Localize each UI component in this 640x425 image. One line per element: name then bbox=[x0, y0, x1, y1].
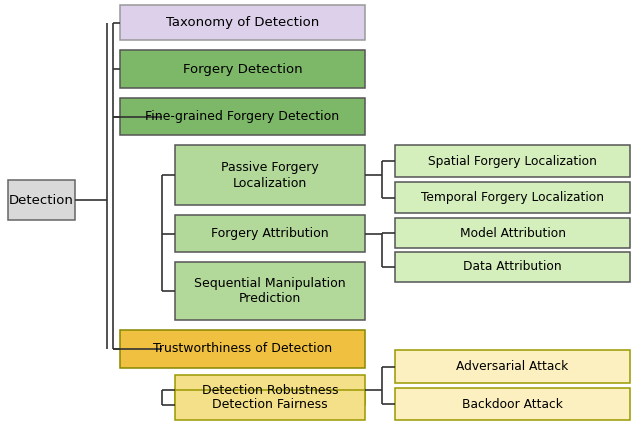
Text: Detection Robustness: Detection Robustness bbox=[202, 383, 339, 397]
FancyBboxPatch shape bbox=[395, 218, 630, 248]
Text: Taxonomy of Detection: Taxonomy of Detection bbox=[166, 16, 319, 29]
FancyBboxPatch shape bbox=[120, 330, 365, 368]
FancyBboxPatch shape bbox=[175, 375, 365, 405]
Text: Spatial Forgery Localization: Spatial Forgery Localization bbox=[428, 155, 597, 167]
FancyBboxPatch shape bbox=[395, 350, 630, 383]
Text: Fine-grained Forgery Detection: Fine-grained Forgery Detection bbox=[145, 110, 340, 123]
Text: Forgery Detection: Forgery Detection bbox=[182, 62, 302, 76]
Text: Detection Fairness: Detection Fairness bbox=[212, 399, 328, 411]
FancyBboxPatch shape bbox=[395, 145, 630, 177]
FancyBboxPatch shape bbox=[395, 182, 630, 213]
Text: Forgery Attribution: Forgery Attribution bbox=[211, 227, 329, 240]
FancyBboxPatch shape bbox=[395, 252, 630, 282]
FancyBboxPatch shape bbox=[175, 145, 365, 205]
FancyBboxPatch shape bbox=[120, 50, 365, 88]
Text: Passive Forgery
Localization: Passive Forgery Localization bbox=[221, 161, 319, 190]
FancyBboxPatch shape bbox=[395, 388, 630, 420]
Text: Backdoor Attack: Backdoor Attack bbox=[462, 397, 563, 411]
Text: Trustworthiness of Detection: Trustworthiness of Detection bbox=[153, 343, 332, 355]
Text: Detection: Detection bbox=[9, 193, 74, 207]
Text: Temporal Forgery Localization: Temporal Forgery Localization bbox=[421, 191, 604, 204]
Text: Sequential Manipulation
Prediction: Sequential Manipulation Prediction bbox=[194, 277, 346, 306]
FancyBboxPatch shape bbox=[175, 262, 365, 320]
FancyBboxPatch shape bbox=[175, 390, 365, 420]
FancyBboxPatch shape bbox=[175, 215, 365, 252]
FancyBboxPatch shape bbox=[120, 98, 365, 135]
FancyBboxPatch shape bbox=[8, 180, 75, 220]
FancyBboxPatch shape bbox=[120, 5, 365, 40]
Text: Adversarial Attack: Adversarial Attack bbox=[456, 360, 568, 373]
Text: Data Attribution: Data Attribution bbox=[463, 261, 562, 274]
Text: Model Attribution: Model Attribution bbox=[460, 227, 566, 240]
